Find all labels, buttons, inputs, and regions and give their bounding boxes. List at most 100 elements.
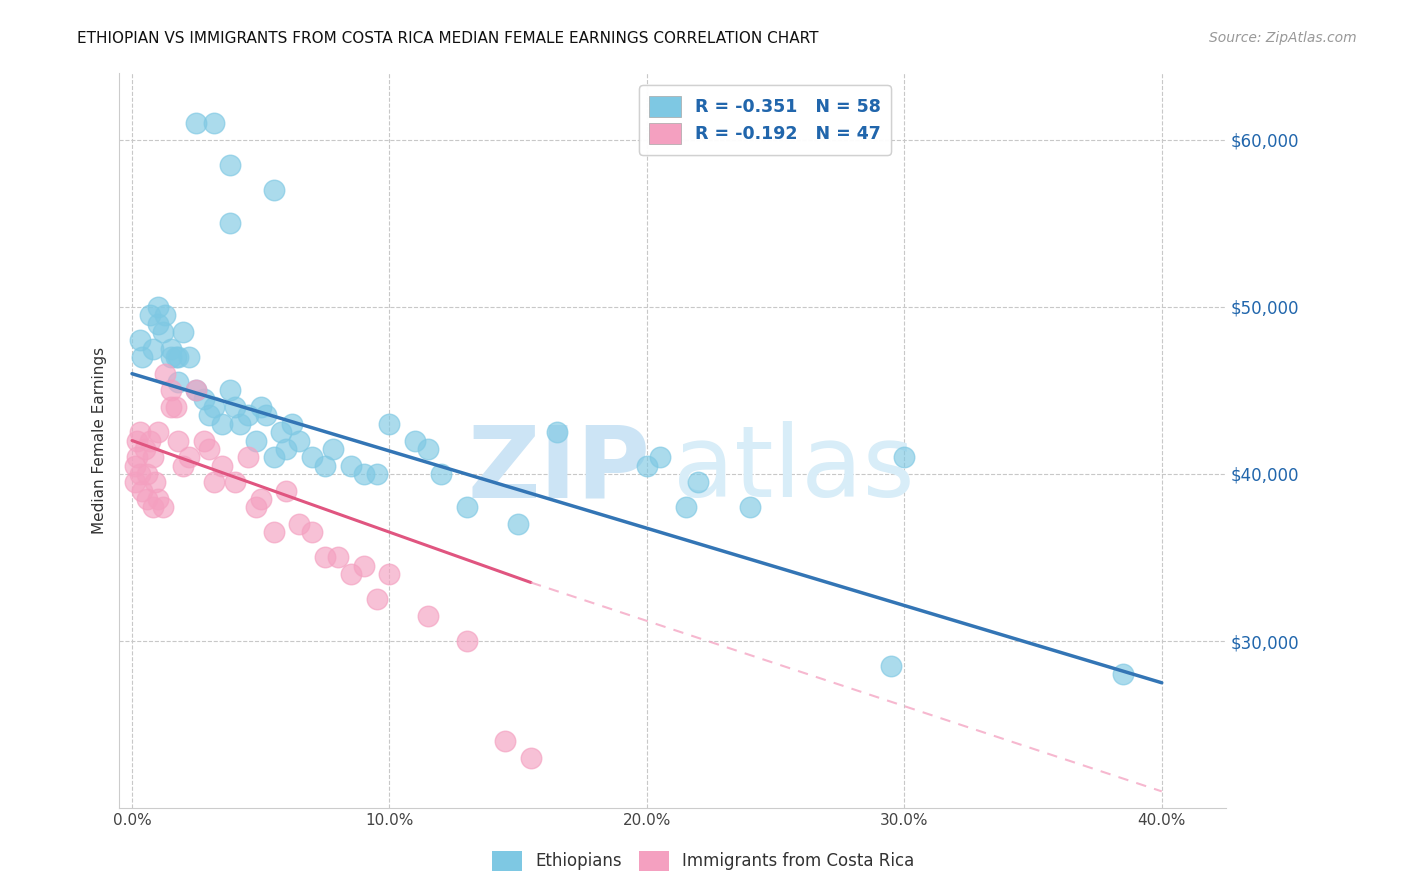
- Point: [134, 442, 156, 456]
- Point: [202, 475, 225, 490]
- Point: [314, 550, 336, 565]
- Text: ZIP: ZIP: [468, 421, 651, 518]
- Point: [155, 367, 177, 381]
- Point: [198, 442, 221, 456]
- Point: [159, 350, 181, 364]
- Point: [124, 475, 146, 490]
- Point: [340, 567, 363, 582]
- Point: [146, 300, 169, 314]
- Point: [131, 483, 153, 498]
- Point: [288, 517, 311, 532]
- Point: [236, 450, 259, 465]
- Point: [139, 434, 162, 448]
- Point: [326, 550, 349, 565]
- Point: [688, 475, 710, 490]
- Point: [494, 734, 516, 748]
- Point: [198, 409, 221, 423]
- Point: [366, 592, 388, 607]
- Point: [136, 467, 159, 481]
- Point: [263, 525, 285, 540]
- Point: [314, 458, 336, 473]
- Point: [1112, 667, 1135, 681]
- Point: [186, 384, 208, 398]
- Text: ETHIOPIAN VS IMMIGRANTS FROM COSTA RICA MEDIAN FEMALE EARNINGS CORRELATION CHART: ETHIOPIAN VS IMMIGRANTS FROM COSTA RICA …: [77, 31, 818, 46]
- Point: [378, 567, 401, 582]
- Point: [263, 183, 285, 197]
- Point: [263, 450, 285, 465]
- Point: [146, 425, 169, 440]
- Point: [142, 450, 165, 465]
- Point: [254, 409, 277, 423]
- Point: [245, 500, 267, 515]
- Point: [167, 375, 190, 389]
- Point: [186, 384, 208, 398]
- Point: [378, 417, 401, 431]
- Text: Source: ZipAtlas.com: Source: ZipAtlas.com: [1209, 31, 1357, 45]
- Point: [211, 417, 233, 431]
- Point: [456, 634, 478, 648]
- Point: [173, 458, 195, 473]
- Point: [249, 400, 271, 414]
- Point: [167, 350, 190, 364]
- Point: [136, 491, 159, 506]
- Point: [236, 409, 259, 423]
- Point: [270, 425, 292, 440]
- Point: [416, 442, 439, 456]
- Point: [249, 491, 271, 506]
- Point: [128, 425, 150, 440]
- Point: [224, 475, 246, 490]
- Point: [152, 500, 174, 515]
- Point: [159, 342, 181, 356]
- Point: [738, 500, 761, 515]
- Point: [159, 384, 181, 398]
- Point: [202, 116, 225, 130]
- Point: [128, 467, 150, 481]
- Point: [146, 491, 169, 506]
- Point: [124, 458, 146, 473]
- Point: [142, 500, 165, 515]
- Point: [165, 350, 187, 364]
- Legend: R = -0.351   N = 58, R = -0.192   N = 47: R = -0.351 N = 58, R = -0.192 N = 47: [640, 86, 891, 154]
- Point: [152, 325, 174, 339]
- Point: [456, 500, 478, 515]
- Point: [301, 450, 323, 465]
- Point: [675, 500, 697, 515]
- Point: [280, 417, 302, 431]
- Point: [218, 158, 240, 172]
- Legend: Ethiopians, Immigrants from Costa Rica: Ethiopians, Immigrants from Costa Rica: [484, 842, 922, 880]
- Text: atlas: atlas: [672, 421, 914, 518]
- Point: [322, 442, 344, 456]
- Point: [893, 450, 915, 465]
- Point: [546, 425, 568, 440]
- Point: [353, 558, 375, 573]
- Point: [218, 384, 240, 398]
- Point: [146, 317, 169, 331]
- Point: [648, 450, 671, 465]
- Point: [186, 116, 208, 130]
- Point: [224, 400, 246, 414]
- Point: [430, 467, 453, 481]
- Point: [404, 434, 426, 448]
- Point: [159, 400, 181, 414]
- Point: [167, 434, 190, 448]
- Point: [245, 434, 267, 448]
- Point: [155, 308, 177, 322]
- Point: [218, 216, 240, 230]
- Point: [229, 417, 252, 431]
- Point: [366, 467, 388, 481]
- Point: [193, 434, 215, 448]
- Point: [508, 517, 530, 532]
- Point: [301, 525, 323, 540]
- Y-axis label: Median Female Earnings: Median Female Earnings: [93, 347, 107, 534]
- Point: [202, 400, 225, 414]
- Point: [165, 400, 187, 414]
- Point: [177, 350, 200, 364]
- Point: [131, 350, 153, 364]
- Point: [143, 475, 166, 490]
- Point: [142, 342, 165, 356]
- Point: [193, 392, 215, 406]
- Point: [127, 434, 149, 448]
- Point: [880, 659, 903, 673]
- Point: [276, 442, 298, 456]
- Point: [139, 308, 162, 322]
